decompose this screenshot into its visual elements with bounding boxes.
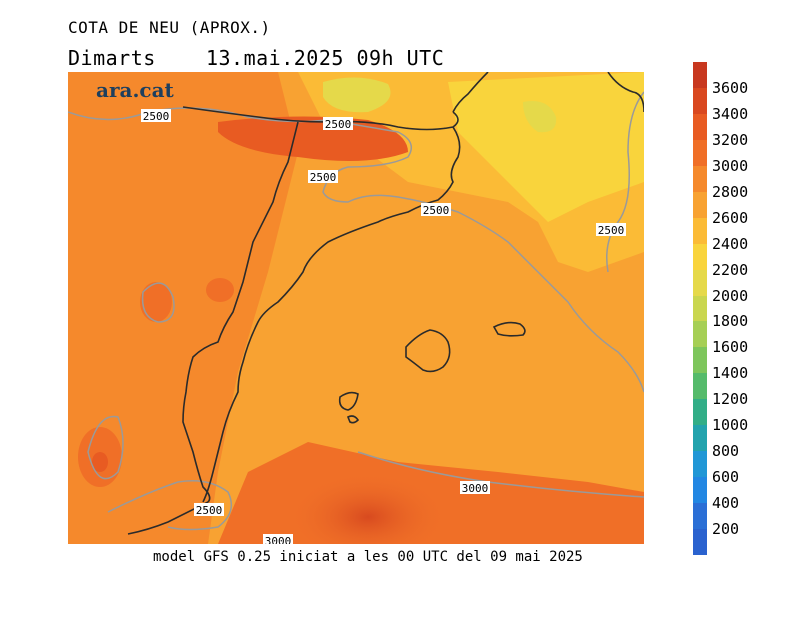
field-green-patch bbox=[323, 77, 391, 113]
coast-gulf bbox=[202, 126, 461, 503]
island-sardinia bbox=[607, 72, 644, 113]
color-scale-label: 1000 bbox=[712, 416, 749, 435]
contour-lines bbox=[68, 91, 644, 531]
contour-label: 3000 bbox=[263, 534, 293, 544]
field-west bbox=[68, 72, 298, 544]
snow-level-map: 2500 2500 2500 2500 2500 2500 3000 3000 bbox=[68, 72, 644, 544]
color-scale-label: 2800 bbox=[712, 182, 749, 201]
color-scale-segment bbox=[693, 321, 707, 348]
svg-text:3000: 3000 bbox=[462, 482, 489, 495]
field-ridge bbox=[218, 116, 408, 161]
contour-label: 2500 bbox=[596, 223, 626, 237]
color-scale-segment bbox=[693, 503, 707, 530]
color-scale-label: 1800 bbox=[712, 312, 749, 331]
contour-north bbox=[68, 107, 644, 393]
contour-east bbox=[606, 91, 644, 273]
contour-labels: 2500 2500 2500 2500 2500 2500 3000 3000 bbox=[141, 109, 626, 544]
ara-cat-logo: ara.cat bbox=[96, 78, 174, 102]
border-pyrenees bbox=[182, 106, 459, 131]
field-hotspot bbox=[288, 472, 448, 544]
border-portugal bbox=[182, 121, 299, 503]
color-scale-label: 800 bbox=[712, 442, 740, 461]
color-scale-label: 2000 bbox=[712, 286, 749, 305]
color-scale-label: 3000 bbox=[712, 156, 749, 175]
color-scale-bar bbox=[693, 62, 707, 556]
color-scale-segment bbox=[693, 113, 707, 141]
contour-label: 2500 bbox=[323, 117, 353, 131]
svg-text:2500: 2500 bbox=[310, 171, 337, 184]
field-green-patch2 bbox=[523, 101, 557, 133]
model-run-info: model GFS 0.25 iniciat a les 00 UTC del … bbox=[153, 549, 583, 565]
svg-text:2500: 2500 bbox=[325, 118, 352, 131]
svg-text:2500: 2500 bbox=[196, 504, 223, 517]
forecast-datetime: Dimarts 13.mai.2025 09h UTC bbox=[68, 46, 444, 70]
color-scale-segment bbox=[693, 425, 707, 452]
island-mallorca bbox=[405, 329, 451, 373]
color-scale-segment bbox=[693, 217, 707, 245]
contour-label: 2500 bbox=[194, 503, 224, 517]
color-scale-segment bbox=[693, 139, 707, 167]
color-scale-label: 2200 bbox=[712, 260, 749, 279]
color-scale-label: 1600 bbox=[712, 338, 749, 357]
color-scale-label: 2400 bbox=[712, 234, 749, 253]
color-scale-segment bbox=[693, 529, 707, 556]
coast-france bbox=[452, 72, 489, 113]
color-scale-segment bbox=[693, 62, 707, 89]
field-west-blob2 bbox=[206, 278, 234, 302]
color-scale-segment bbox=[693, 191, 707, 219]
island-ibiza bbox=[338, 391, 359, 411]
color-scale-label: 3400 bbox=[712, 104, 749, 123]
contour-label: 3000 bbox=[460, 481, 490, 495]
color-scale-segment bbox=[693, 243, 707, 271]
color-scale-segment bbox=[693, 477, 707, 504]
contour-west-loop2 bbox=[87, 415, 124, 480]
color-scale-segment bbox=[693, 87, 707, 115]
color-scale-label: 200 bbox=[712, 520, 740, 539]
color-scale-segment bbox=[693, 373, 707, 400]
contour-label: 2500 bbox=[421, 203, 451, 217]
field-west-blob4 bbox=[92, 452, 108, 472]
svg-text:2500: 2500 bbox=[598, 224, 625, 237]
color-scale-segment bbox=[693, 295, 707, 322]
color-scale-segment bbox=[693, 347, 707, 374]
field-yellow-core bbox=[448, 72, 644, 222]
contour-label: 2500 bbox=[141, 109, 171, 123]
chart-title: COTA DE NEU (APROX.) bbox=[68, 18, 271, 37]
color-scale-label: 3200 bbox=[712, 130, 749, 149]
svg-text:2500: 2500 bbox=[143, 110, 170, 123]
contour-southwest bbox=[107, 480, 233, 531]
color-scale-label: 1400 bbox=[712, 364, 749, 383]
contour-west-loop bbox=[141, 282, 175, 323]
svg-text:3000: 3000 bbox=[265, 535, 292, 544]
color-scale-label: 1200 bbox=[712, 390, 749, 409]
color-scale-segment bbox=[693, 165, 707, 193]
color-scale-segment bbox=[693, 399, 707, 426]
island-menorca bbox=[492, 321, 526, 337]
color-scale-label: 3600 bbox=[712, 78, 749, 97]
contour-label: 2500 bbox=[308, 170, 338, 184]
svg-text:2500: 2500 bbox=[423, 204, 450, 217]
color-scale-segment bbox=[693, 451, 707, 478]
color-scale-label: 400 bbox=[712, 494, 740, 513]
color-scale-segment bbox=[693, 269, 707, 297]
forecast-day: Dimarts bbox=[68, 46, 156, 70]
color-scale-label: 2600 bbox=[712, 208, 749, 227]
island-formentera bbox=[346, 415, 360, 424]
field-west-blob1 bbox=[140, 282, 172, 322]
color-scale-label: 600 bbox=[712, 468, 740, 487]
forecast-time: 13.mai.2025 09h UTC bbox=[205, 46, 445, 70]
